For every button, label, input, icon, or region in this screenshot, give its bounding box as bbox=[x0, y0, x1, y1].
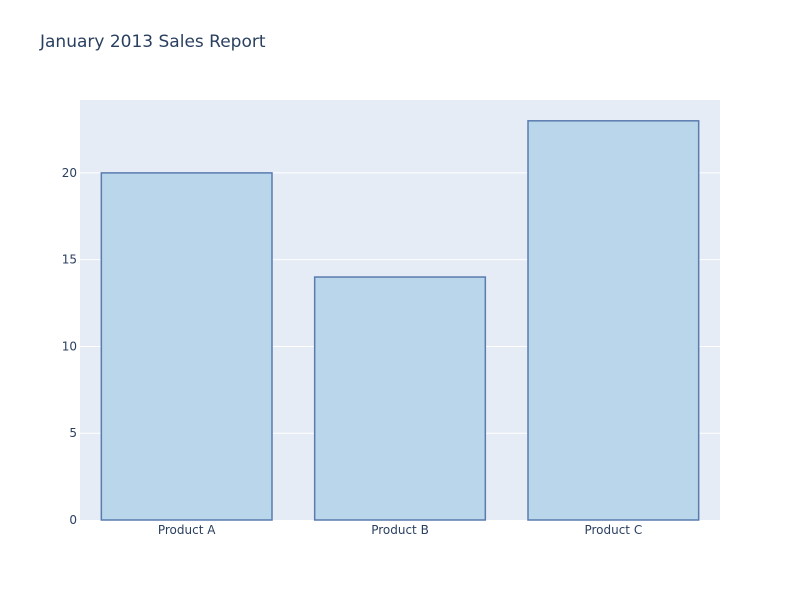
bar-product-b[interactable] bbox=[313, 276, 487, 521]
y-tick-label: 5 bbox=[69, 426, 77, 440]
bar-product-a[interactable] bbox=[100, 172, 273, 521]
y-tick-label: 15 bbox=[62, 253, 77, 267]
y-axis-tick-labels: 0 5 10 15 20 bbox=[62, 166, 77, 527]
x-tick-label: Product C bbox=[584, 523, 642, 537]
y-tick-label: 0 bbox=[69, 513, 77, 527]
y-tick-label: 10 bbox=[62, 339, 77, 353]
x-tick-label: Product B bbox=[371, 523, 429, 537]
bars bbox=[100, 120, 700, 521]
bar-product-c[interactable] bbox=[527, 120, 700, 521]
chart-title: January 2013 Sales Report bbox=[40, 32, 266, 52]
x-tick-label: Product A bbox=[158, 523, 216, 537]
y-tick-label: 20 bbox=[62, 166, 77, 180]
x-axis-tick-labels: Product A Product B Product C bbox=[158, 523, 642, 537]
